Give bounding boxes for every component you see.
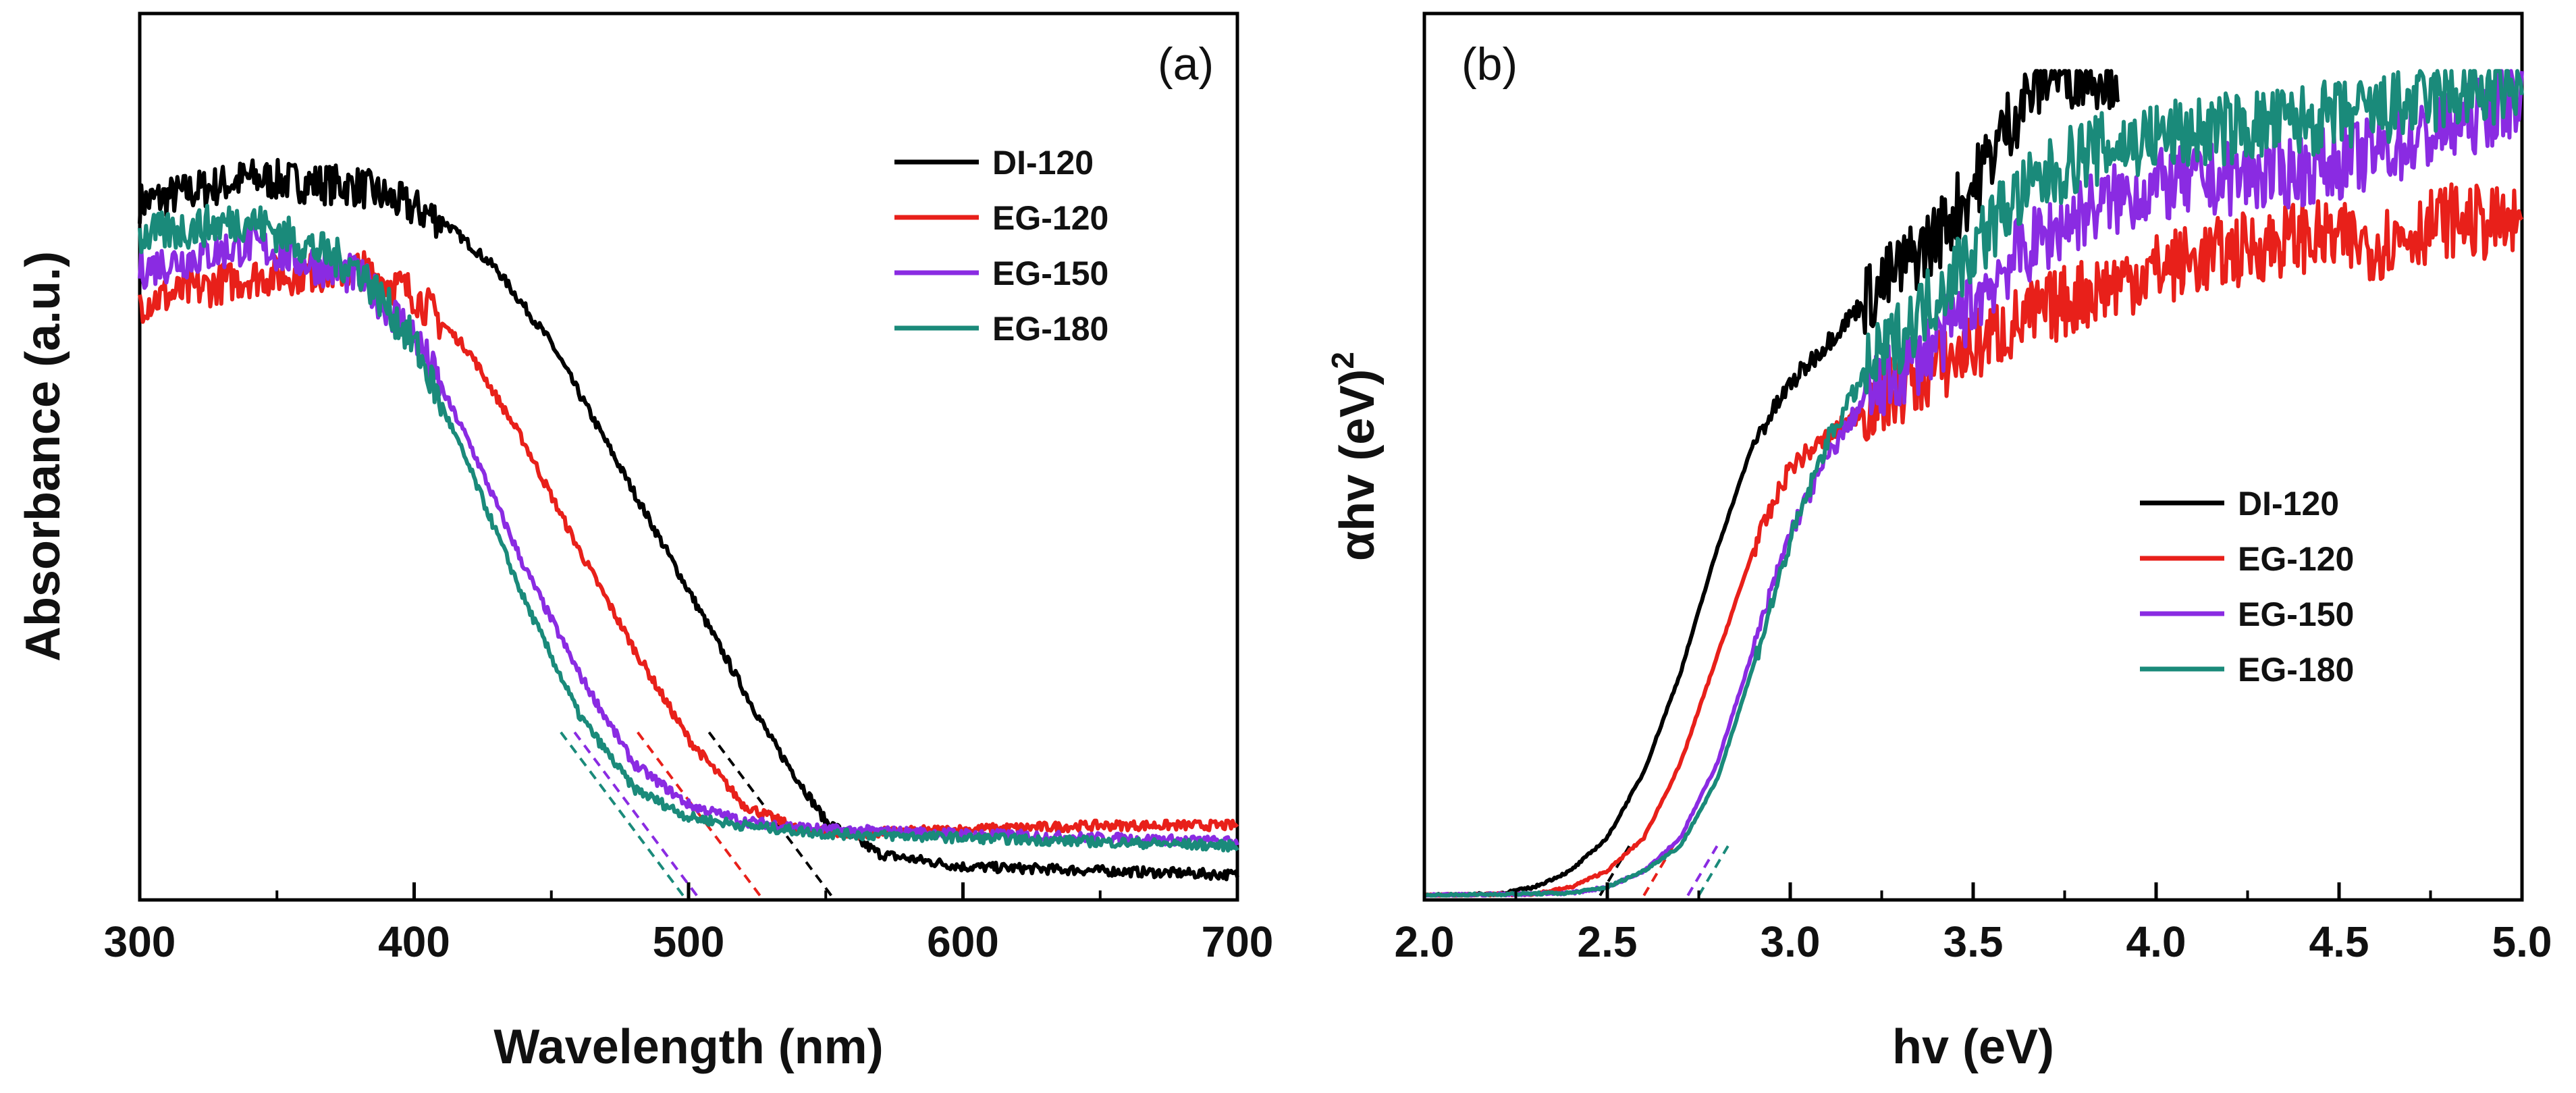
panel-b: 2.0 2.5 3.0 3.5 4.0 4.5 5.0 (b) DI-120 EG-120 … [1325,11,2552,1074]
panel-a-ticks: 300 400 500 600 700 [104,882,1274,966]
legend-b-label-eg-120: EG-120 [2238,540,2354,578]
tangent-a-eg-180 [558,730,685,897]
series-b-eg-120 [1424,182,2524,898]
panel-b-y-axis-title-sup: 2 [1325,352,1360,369]
tangent-a-eg-150 [572,730,698,897]
legend-a-label-eg-180: EG-180 [992,310,1108,348]
panel-a-x-tick-label: 600 [927,917,999,966]
legend-b-label-di-120: DI-120 [2238,485,2339,523]
panel-b-label: (b) [1461,38,1518,90]
panel-a: 300 400 500 600 700 (a) DI-120 EG-120 EG-150… [16,11,1274,1074]
panel-a-x-tick-label: 700 [1202,917,1274,966]
panel-a-series-lines [138,157,1239,882]
panel-b-series-lines [1424,69,2524,898]
panel-b-legend: DI-120 EG-120 EG-150 EG-180 [2140,485,2354,689]
panel-b-ticks: 2.0 2.5 3.0 3.5 4.0 4.5 5.0 [1395,882,2552,966]
panel-b-x-axis-title: hv (eV) [1892,1020,2054,1074]
panel-b-x-tick-label: 4.5 [2309,917,2369,966]
series-b-di-120 [1424,69,2120,898]
series-a-eg-180 [138,203,1239,853]
legend-a-label-eg-150: EG-150 [992,255,1108,292]
panel-a-x-tick-label: 400 [378,917,450,966]
panel-b-x-tick-label: 3.5 [1943,917,2004,966]
panel-b-y-axis-title: αhv (eV)2 [1325,352,1385,561]
panel-a-x-tick-label: 500 [653,917,725,966]
panel-b-x-tick-label: 4.0 [2126,917,2186,966]
legend-a-label-di-120: DI-120 [992,144,1094,182]
panel-a-x-axis-title: Wavelength (nm) [493,1020,883,1074]
panel-a-y-axis-title: Absorbance (a.u.) [16,251,70,662]
panel-b-x-tick-label: 3.0 [1761,917,1821,966]
panel-a-x-tick-label: 300 [104,917,176,966]
series-a-di-120 [138,157,1239,882]
panel-a-legend: DI-120 EG-120 EG-150 EG-180 [894,144,1108,348]
legend-b-label-eg-180: EG-180 [2238,651,2354,689]
panel-b-x-tick-label: 2.0 [1395,917,1455,966]
panel-a-label: (a) [1158,38,1214,90]
panel-b-x-tick-label: 5.0 [2492,917,2552,966]
panel-b-x-tick-label: 2.5 [1578,917,1638,966]
panel-b-y-axis-title-main: αhv (eV) [1331,369,1385,561]
legend-a-label-eg-120: EG-120 [992,199,1108,237]
legend-b-label-eg-150: EG-150 [2238,595,2354,633]
